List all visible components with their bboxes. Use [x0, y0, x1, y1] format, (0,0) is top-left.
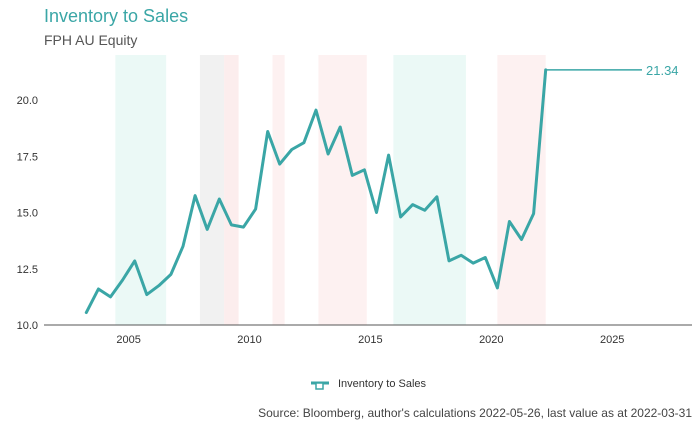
legend-label: Inventory to Sales [338, 378, 427, 390]
y-tick-label: 20.0 [17, 95, 38, 107]
last-value-label: 21.34 [646, 63, 679, 78]
shaded-period-5 [393, 55, 466, 325]
x-tick-label: 2025 [600, 334, 624, 346]
shaded-period-6 [497, 55, 546, 325]
x-tick-label: 2010 [237, 334, 261, 346]
series-line-inventory-to-sales [84, 68, 548, 315]
shaded-period-4 [318, 55, 367, 325]
x-axis-ticks: 2005 2010 2015 2020 2025 [116, 334, 624, 346]
x-tick-label: 2005 [116, 334, 140, 346]
x-tick-label: 2020 [479, 334, 503, 346]
x-tick-label: 2015 [358, 334, 382, 346]
source-note: Source: Bloomberg, author's calculations… [258, 406, 692, 420]
y-tick-label: 15.0 [17, 208, 38, 220]
chart-title: Inventory to Sales [44, 6, 189, 26]
legend-swatch-marker [315, 382, 324, 390]
shaded-periods [115, 55, 546, 325]
shaded-period-1 [199, 55, 225, 325]
chart-subtitle: FPH AU Equity [44, 32, 138, 48]
shaded-period-2 [224, 55, 239, 325]
y-tick-label: 10.0 [17, 320, 38, 332]
shaded-period-3 [272, 55, 285, 325]
y-tick-label: 17.5 [17, 151, 38, 163]
legend: Inventory to Sales [311, 378, 427, 390]
y-axis-ticks: 10.0 12.5 15.0 17.5 20.0 [17, 95, 38, 332]
y-tick-label: 12.5 [17, 264, 38, 276]
